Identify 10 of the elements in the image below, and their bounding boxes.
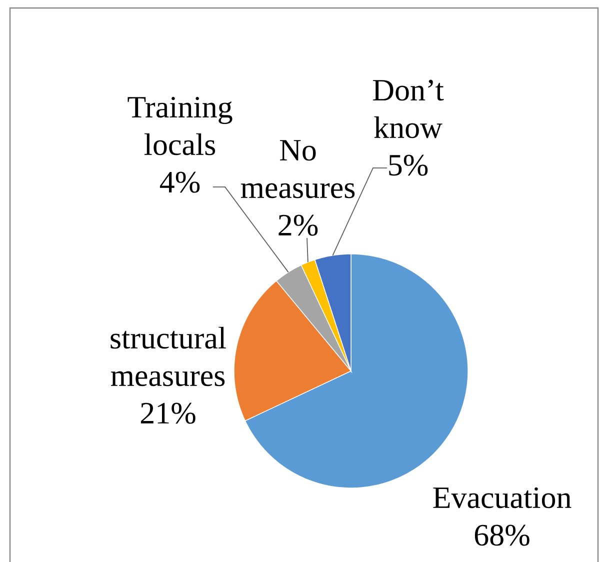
data-label: 68% <box>474 524 530 546</box>
slice-label: structural measures <box>110 326 226 386</box>
slice-label: Don’t know <box>373 80 444 138</box>
data-label: 2% <box>278 214 318 236</box>
slice-label: No measures <box>240 140 355 198</box>
slice-label: Evacuation <box>433 487 572 508</box>
slice-label: Training locals <box>128 96 232 156</box>
data-label: 21% <box>140 402 196 424</box>
data-label: 4% <box>160 172 200 193</box>
data-label: 5% <box>389 154 428 176</box>
